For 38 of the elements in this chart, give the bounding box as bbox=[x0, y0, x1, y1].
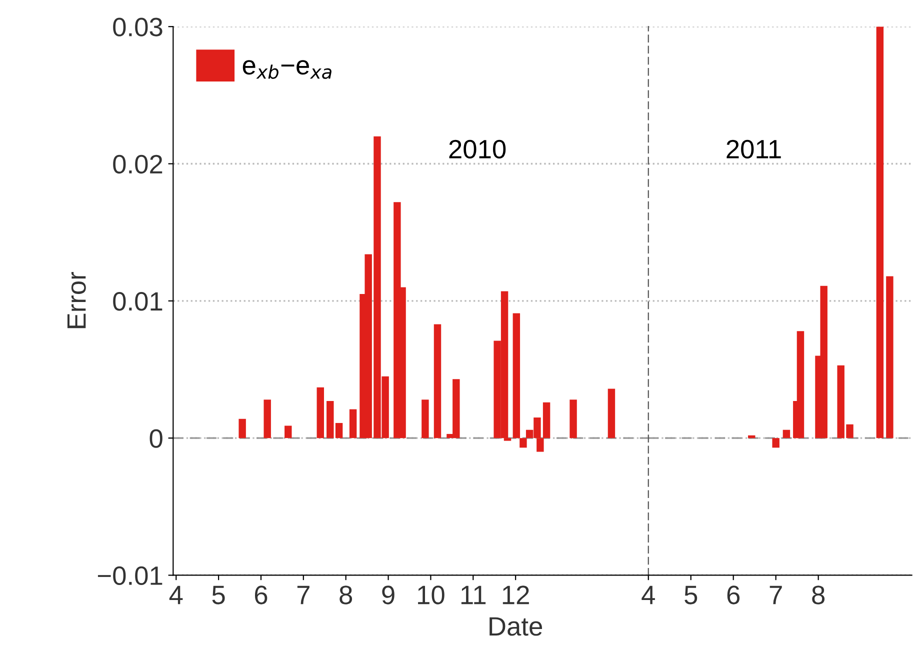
bar bbox=[570, 400, 577, 438]
x-tick-label: 11 bbox=[461, 586, 486, 604]
bar bbox=[434, 324, 442, 438]
x-tick-label: 7 bbox=[770, 586, 782, 604]
annotation: 2011 bbox=[726, 140, 781, 159]
x-tick-label: 4 bbox=[642, 586, 655, 604]
x-tick-label: 8 bbox=[812, 586, 825, 604]
y-tick-label: 0.02 bbox=[113, 154, 162, 174]
x-tick-label: 4 bbox=[169, 586, 183, 604]
x-tick-label: 5 bbox=[684, 586, 698, 604]
bar bbox=[876, 26, 884, 438]
x-tick-label: 8 bbox=[340, 586, 352, 604]
y-axis-title: Error bbox=[67, 272, 86, 328]
bar bbox=[886, 276, 894, 438]
bar bbox=[772, 438, 780, 448]
annotation: 2010 bbox=[449, 140, 506, 159]
bar bbox=[796, 331, 804, 438]
x-tick-label: 6 bbox=[254, 586, 268, 604]
y-tick-label: 0 bbox=[150, 429, 162, 448]
bar bbox=[782, 430, 790, 438]
y-tick-label: 0.03 bbox=[113, 18, 162, 36]
x-tick-label: 6 bbox=[727, 586, 740, 604]
x-tick-label: 7 bbox=[297, 586, 310, 604]
bar bbox=[284, 426, 292, 438]
y-tick-label: −0.01 bbox=[98, 566, 162, 586]
bar bbox=[316, 387, 324, 438]
x-tick-label: 12 bbox=[502, 586, 529, 604]
x-tick-label: 10 bbox=[418, 586, 444, 604]
bar bbox=[349, 409, 357, 438]
x-axis-title: Date bbox=[490, 617, 542, 636]
bar bbox=[422, 400, 429, 438]
y-tick-label: 0.01 bbox=[113, 292, 162, 311]
legend-label: e$_{xb}$−e$_{xa}$ bbox=[242, 60, 332, 79]
x-tick-label: 5 bbox=[212, 586, 225, 604]
x-tick-label: 9 bbox=[382, 586, 394, 604]
bar bbox=[608, 388, 616, 438]
bar bbox=[264, 400, 271, 438]
bar bbox=[238, 418, 246, 438]
